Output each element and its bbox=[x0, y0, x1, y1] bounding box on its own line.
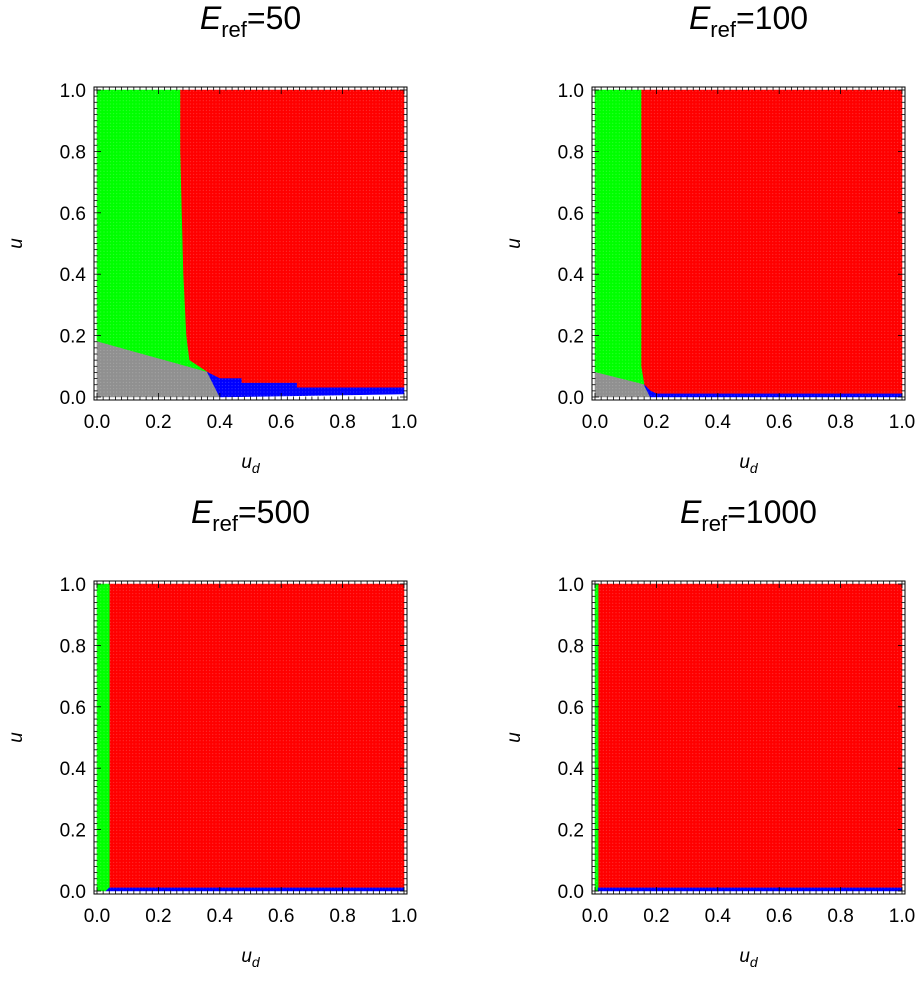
y-tick-label: 0.6 bbox=[60, 204, 86, 225]
y-tick-label: 0.6 bbox=[558, 204, 584, 225]
title-subscript: ref bbox=[212, 511, 239, 536]
x-tick-label: 0.4 bbox=[705, 906, 732, 927]
y-axis-label: u bbox=[504, 732, 525, 743]
y-axis-label: u bbox=[6, 732, 27, 743]
x-tick-label: 0.8 bbox=[827, 412, 853, 433]
title-value: =1000 bbox=[727, 494, 817, 530]
y-tick-label: 0.2 bbox=[558, 327, 584, 348]
title-subscript: ref bbox=[701, 511, 728, 536]
x-tick-label: 0.2 bbox=[643, 906, 669, 927]
region-texture bbox=[97, 584, 404, 891]
x-tick-label: 1.0 bbox=[391, 906, 417, 927]
regions bbox=[96, 89, 405, 398]
y-tick-label: 0.4 bbox=[558, 265, 585, 286]
x-tick-label: 0.8 bbox=[329, 906, 355, 927]
y-tick-label: 1.0 bbox=[558, 575, 584, 596]
region-texture bbox=[595, 584, 902, 891]
x-label-main: u bbox=[739, 452, 750, 473]
x-axis-label: ud bbox=[241, 946, 261, 970]
ticks bbox=[592, 87, 905, 400]
x-tick-label: 0.6 bbox=[268, 412, 294, 433]
x-axis-label: ud bbox=[739, 946, 759, 970]
y-tick-label: 0.6 bbox=[60, 698, 86, 719]
x-tick-label: 0.8 bbox=[827, 906, 853, 927]
regions bbox=[96, 583, 405, 892]
regions bbox=[594, 89, 903, 398]
panel-title: Eref=500 bbox=[191, 494, 310, 536]
title-subscript: ref bbox=[221, 17, 248, 42]
x-label-main: u bbox=[241, 946, 252, 967]
title-value: =50 bbox=[247, 0, 301, 36]
x-tick-label: 0.0 bbox=[582, 412, 608, 433]
x-tick-label: 0.2 bbox=[145, 906, 171, 927]
x-label-subscript: d bbox=[252, 460, 261, 476]
x-tick-label: 0.0 bbox=[84, 906, 110, 927]
y-tick-label: 0.0 bbox=[558, 882, 584, 903]
panel-2: 0.0 0.2 0.4 0.6 0.8 1.0 0.0 0.2 0.4 0.6 0.8 1.0 Eref… bbox=[504, 0, 915, 476]
panel-3: 0.0 0.2 0.4 0.6 0.8 1.0 0.0 0.2 0.4 0.6 0.8 1.0 Eref… bbox=[6, 494, 417, 970]
panel-title: Eref=50 bbox=[200, 0, 301, 42]
x-tick-label: 1.0 bbox=[889, 906, 915, 927]
y-tick-label: 0.6 bbox=[558, 698, 584, 719]
y-tick-label: 0.0 bbox=[558, 388, 584, 409]
x-tick-label: 0.2 bbox=[643, 412, 669, 433]
panel-1: 0.0 0.2 0.4 0.6 0.8 1.0 0.0 0.2 0.4 0.6 0.8 1.0 Eref… bbox=[6, 0, 417, 476]
title-symbol: E bbox=[680, 494, 702, 530]
y-axis-label: u bbox=[504, 238, 525, 249]
y-tick-label: 0.0 bbox=[60, 882, 86, 903]
y-tick-label: 0.2 bbox=[60, 821, 86, 842]
panel-title: Eref=1000 bbox=[680, 494, 817, 536]
x-tick-label: 0.8 bbox=[329, 412, 355, 433]
region-texture bbox=[595, 90, 902, 397]
x-label-subscript: d bbox=[750, 954, 759, 970]
x-axis-label: ud bbox=[739, 452, 759, 476]
panel-title: Eref=100 bbox=[689, 0, 808, 42]
y-tick-label: 0.2 bbox=[558, 821, 584, 842]
x-tick-label: 0.4 bbox=[207, 412, 234, 433]
title-value: =500 bbox=[238, 494, 310, 530]
region-texture bbox=[97, 90, 404, 397]
y-axis-label: u bbox=[6, 238, 27, 249]
y-tick-label: 0.2 bbox=[60, 327, 86, 348]
y-tick-label: 1.0 bbox=[558, 81, 584, 102]
title-symbol: E bbox=[191, 494, 213, 530]
x-label-main: u bbox=[241, 452, 252, 473]
panel-4: 0.0 0.2 0.4 0.6 0.8 1.0 0.0 0.2 0.4 0.6 0.8 1.0 Eref… bbox=[504, 494, 915, 970]
y-tick-label: 0.0 bbox=[60, 388, 86, 409]
x-tick-label: 0.2 bbox=[145, 412, 171, 433]
title-subscript: ref bbox=[710, 17, 737, 42]
ticks bbox=[592, 581, 905, 894]
x-tick-label: 0.4 bbox=[207, 906, 234, 927]
y-tick-label: 0.8 bbox=[558, 142, 584, 163]
y-tick-label: 0.8 bbox=[60, 636, 86, 657]
title-symbol: E bbox=[689, 0, 711, 36]
x-tick-label: 0.4 bbox=[705, 412, 732, 433]
ticks bbox=[94, 87, 407, 400]
title-value: =100 bbox=[736, 0, 808, 36]
x-tick-label: 0.0 bbox=[84, 412, 110, 433]
title-symbol: E bbox=[200, 0, 222, 36]
x-axis-label: ud bbox=[241, 452, 261, 476]
y-tick-label: 1.0 bbox=[60, 81, 86, 102]
y-tick-label: 0.4 bbox=[60, 265, 87, 286]
x-label-subscript: d bbox=[252, 954, 261, 970]
x-label-main: u bbox=[739, 946, 750, 967]
y-tick-label: 0.4 bbox=[558, 759, 585, 780]
x-tick-label: 1.0 bbox=[889, 412, 915, 433]
ticks bbox=[94, 581, 407, 894]
x-tick-label: 0.0 bbox=[582, 906, 608, 927]
y-tick-label: 0.8 bbox=[60, 142, 86, 163]
x-label-subscript: d bbox=[750, 460, 759, 476]
regions bbox=[594, 583, 903, 892]
x-tick-label: 0.6 bbox=[766, 906, 792, 927]
y-tick-label: 1.0 bbox=[60, 575, 86, 596]
x-tick-label: 0.6 bbox=[268, 906, 294, 927]
y-tick-label: 0.8 bbox=[558, 636, 584, 657]
y-tick-label: 0.4 bbox=[60, 759, 87, 780]
x-tick-label: 1.0 bbox=[391, 412, 417, 433]
x-tick-label: 0.6 bbox=[766, 412, 792, 433]
